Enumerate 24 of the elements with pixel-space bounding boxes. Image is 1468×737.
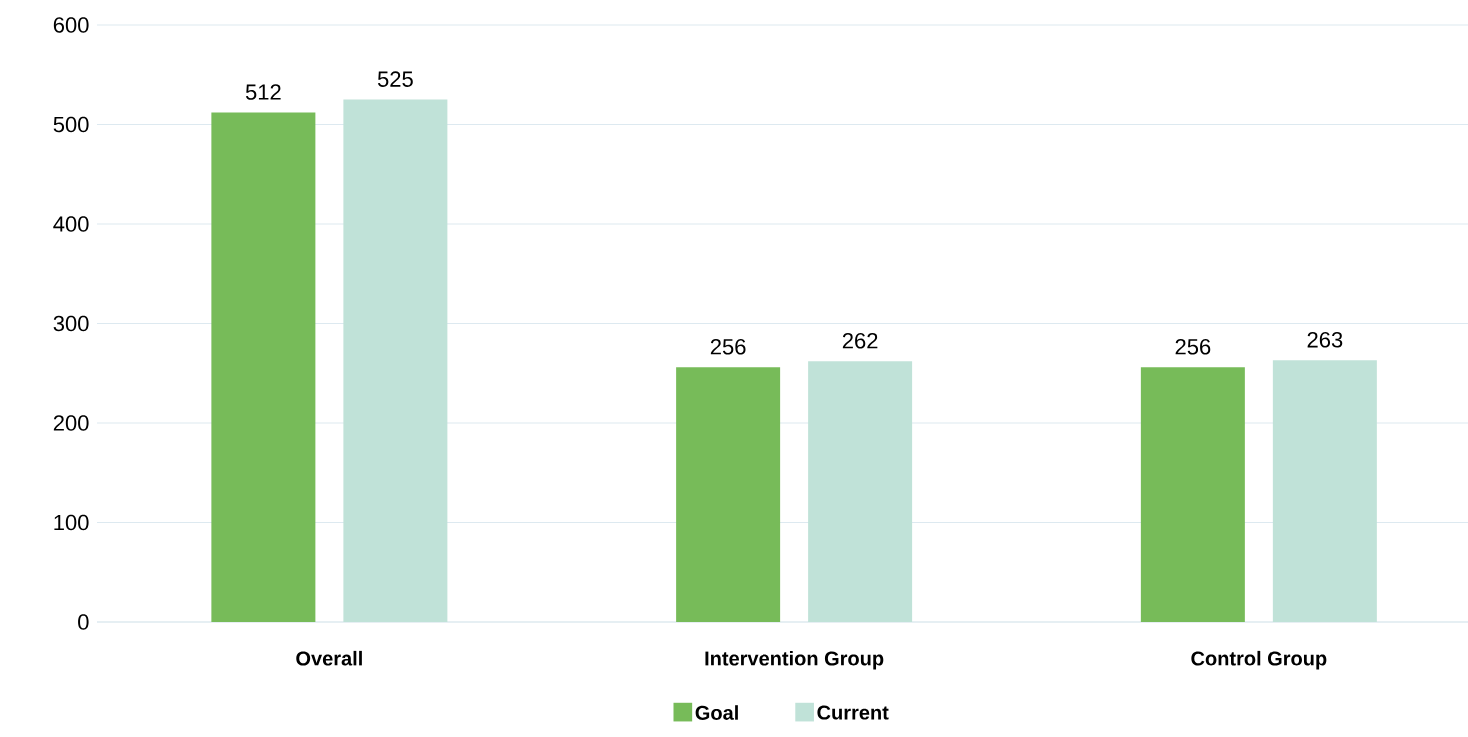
y-tick-label: 600 — [53, 17, 89, 33]
data-label: 256 — [1175, 338, 1211, 355]
x-tick-label: Control Group — [1191, 650, 1327, 670]
bar — [1140, 367, 1245, 622]
bar — [808, 361, 913, 622]
y-tick-label: 0 — [78, 614, 89, 630]
bar — [676, 367, 781, 622]
bar — [211, 112, 316, 622]
data-label: 262 — [842, 333, 878, 349]
bar — [343, 99, 448, 622]
bar — [1272, 360, 1377, 622]
data-label: 263 — [1307, 332, 1343, 348]
y-tick-label: 500 — [53, 116, 89, 133]
y-tick-label: 300 — [53, 315, 89, 332]
data-label: 525 — [377, 71, 413, 87]
y-tick-label: 100 — [54, 514, 89, 531]
data-label: 256 — [710, 338, 746, 355]
y-tick-label: 200 — [53, 415, 89, 431]
x-tick-label: Intervention Group — [705, 650, 884, 670]
legend-label: Goal — [695, 705, 738, 720]
x-tick-label: Overall — [296, 650, 362, 666]
legend-label: Current — [817, 705, 889, 720]
data-label: 512 — [245, 84, 281, 100]
y-tick-label: 400 — [53, 216, 89, 232]
